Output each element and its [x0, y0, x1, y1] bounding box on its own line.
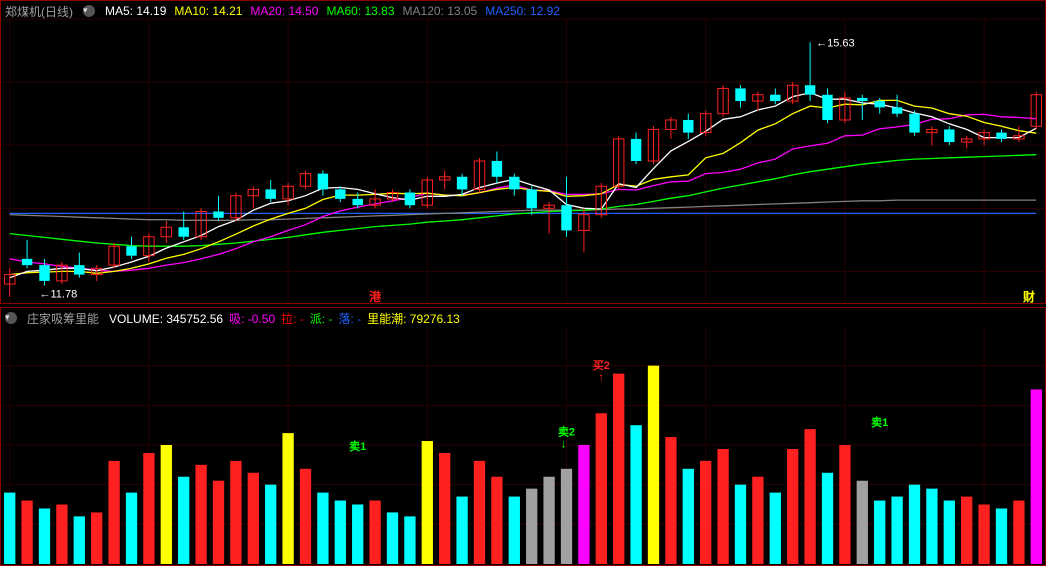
svg-text:财: 财 [1022, 289, 1035, 304]
svg-text:↓: ↓ [561, 436, 567, 450]
svg-text:←15.63: ←15.63 [816, 37, 855, 49]
svg-text:←11.78: ←11.78 [40, 288, 78, 300]
svg-text:港: 港 [369, 289, 382, 304]
price-chart-panel: 郑煤机(日线) ▾ MA5: 14.19MA10: 14.21MA20: 14.… [0, 0, 1046, 304]
svg-text:卖1: 卖1 [349, 439, 366, 453]
svg-text:卖1: 卖1 [871, 415, 888, 429]
volume-chart[interactable]: 卖1卖2↓买2↑卖1 [1, 308, 1045, 566]
volume-chart-panel: ▾ 庄家吸筹里能 VOLUME: 345752.56吸: -0.50拉: -派:… [0, 307, 1046, 566]
svg-text:↑: ↑ [598, 370, 604, 384]
candlestick-chart[interactable]: ←11.78 ←15.63 港 财 [1, 1, 1045, 305]
